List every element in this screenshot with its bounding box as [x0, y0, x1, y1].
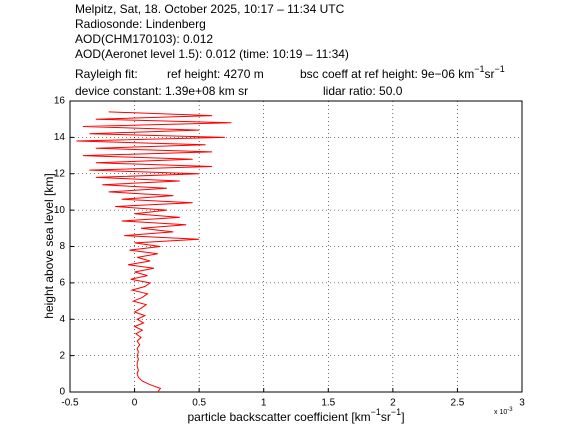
y-tick-label: 14 [54, 132, 66, 143]
y-axis-label: height above sea level [km] [42, 173, 56, 318]
header-line: Melpitz, Sat, 18. October 2025, 10:17 – … [75, 2, 345, 16]
y-tick-label: 16 [54, 96, 66, 107]
y-tick-label: 8 [59, 241, 65, 252]
device-constant: device constant: 1.39e+08 km sr [75, 84, 248, 98]
x-tick-label: 2.5 [450, 398, 464, 409]
mult-sup: -3 [507, 407, 513, 413]
x-axis-label: particle backscatter coefficient [km−1sr… [187, 407, 404, 424]
y-tick-label: 4 [59, 314, 65, 325]
x-tick-label: 3 [519, 398, 525, 409]
y-tick-label: 2 [59, 350, 65, 361]
x-tick-label: 2 [390, 398, 396, 409]
lidar-ratio: lidar ratio: 50.0 [323, 84, 403, 98]
bsc-unit: sr [484, 67, 494, 81]
bsc-text: bsc coeff at ref height: 9e−06 km [300, 67, 474, 81]
xl-sup: −1 [371, 407, 381, 417]
bsc-sup: −1 [494, 64, 504, 74]
xl: ] [401, 410, 404, 424]
ref-height: ref height: 4270 m [167, 67, 264, 81]
x-tick-label: 0 [132, 398, 138, 409]
bsc-sup: −1 [474, 64, 484, 74]
xl: particle backscatter coefficient [km [187, 410, 370, 424]
y-tick-label: 12 [54, 168, 66, 179]
header-line: AOD(Aeronet level 1.5): 0.012 (time: 10:… [75, 47, 349, 61]
x-tick-label: 0.5 [192, 398, 206, 409]
profile-line [76, 111, 232, 393]
y-tick-label: 0 [59, 387, 65, 398]
header-line: Radiosonde: Lindenberg [75, 17, 206, 31]
header-line: AOD(CHM170103): 0.012 [75, 32, 213, 46]
x-tick-label: 1.5 [321, 398, 335, 409]
x-tick-label: 1 [261, 398, 267, 409]
y-tick-label: 6 [59, 278, 65, 289]
xl-sup: −1 [391, 407, 401, 417]
mult: x 10 [494, 409, 507, 416]
xl: sr [381, 410, 391, 424]
rayleigh-label: Rayleigh fit: [75, 67, 138, 81]
x-multiplier: x 10-3 [494, 407, 513, 416]
bsc-coeff: bsc coeff at ref height: 9e−06 km−1sr−1 [300, 64, 505, 81]
y-tick-label: 10 [54, 205, 66, 216]
x-tick-label: -0.5 [61, 398, 79, 409]
plot-frame [69, 100, 523, 393]
